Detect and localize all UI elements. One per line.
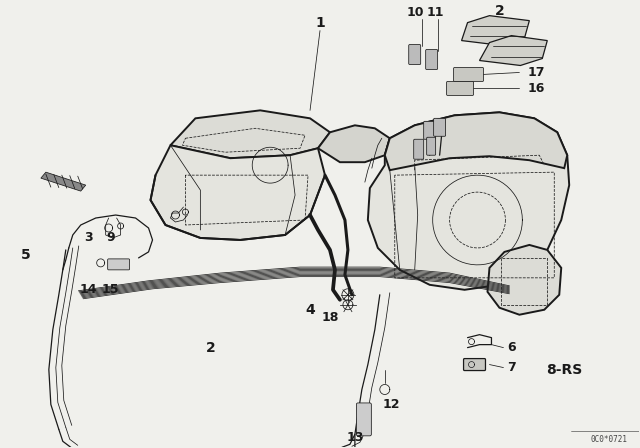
Text: 4: 4 — [305, 303, 315, 317]
Polygon shape — [150, 145, 325, 240]
Text: 5: 5 — [21, 248, 31, 262]
Text: 6: 6 — [507, 341, 516, 354]
Text: 13: 13 — [346, 431, 364, 444]
Text: 10: 10 — [407, 6, 424, 19]
FancyBboxPatch shape — [409, 44, 420, 65]
FancyBboxPatch shape — [413, 139, 424, 159]
Text: 15: 15 — [102, 283, 120, 296]
Text: 1: 1 — [315, 16, 325, 30]
FancyBboxPatch shape — [447, 82, 474, 95]
FancyBboxPatch shape — [424, 121, 436, 139]
Polygon shape — [368, 112, 569, 290]
Polygon shape — [385, 112, 567, 170]
Polygon shape — [318, 125, 390, 162]
Text: 7: 7 — [507, 361, 516, 374]
FancyBboxPatch shape — [434, 118, 445, 136]
Text: 12: 12 — [383, 398, 401, 411]
Text: 14: 14 — [80, 283, 97, 296]
Text: 18: 18 — [321, 311, 339, 324]
Text: 2: 2 — [495, 4, 504, 17]
Polygon shape — [170, 110, 330, 158]
Polygon shape — [488, 245, 561, 314]
Polygon shape — [461, 16, 529, 46]
Polygon shape — [479, 35, 547, 65]
Text: 8-RS: 8-RS — [546, 362, 582, 377]
Text: 2: 2 — [205, 340, 215, 355]
FancyBboxPatch shape — [426, 50, 438, 69]
Text: 17: 17 — [527, 66, 545, 79]
Text: 16: 16 — [527, 82, 545, 95]
FancyBboxPatch shape — [427, 137, 436, 155]
Text: 3: 3 — [84, 232, 93, 245]
FancyBboxPatch shape — [356, 403, 371, 436]
FancyBboxPatch shape — [454, 68, 483, 82]
Polygon shape — [41, 172, 86, 191]
FancyBboxPatch shape — [108, 259, 129, 270]
Text: 11: 11 — [427, 6, 444, 19]
Text: 9: 9 — [106, 232, 115, 245]
Text: 0C0*0721: 0C0*0721 — [591, 435, 628, 444]
FancyBboxPatch shape — [463, 358, 486, 370]
